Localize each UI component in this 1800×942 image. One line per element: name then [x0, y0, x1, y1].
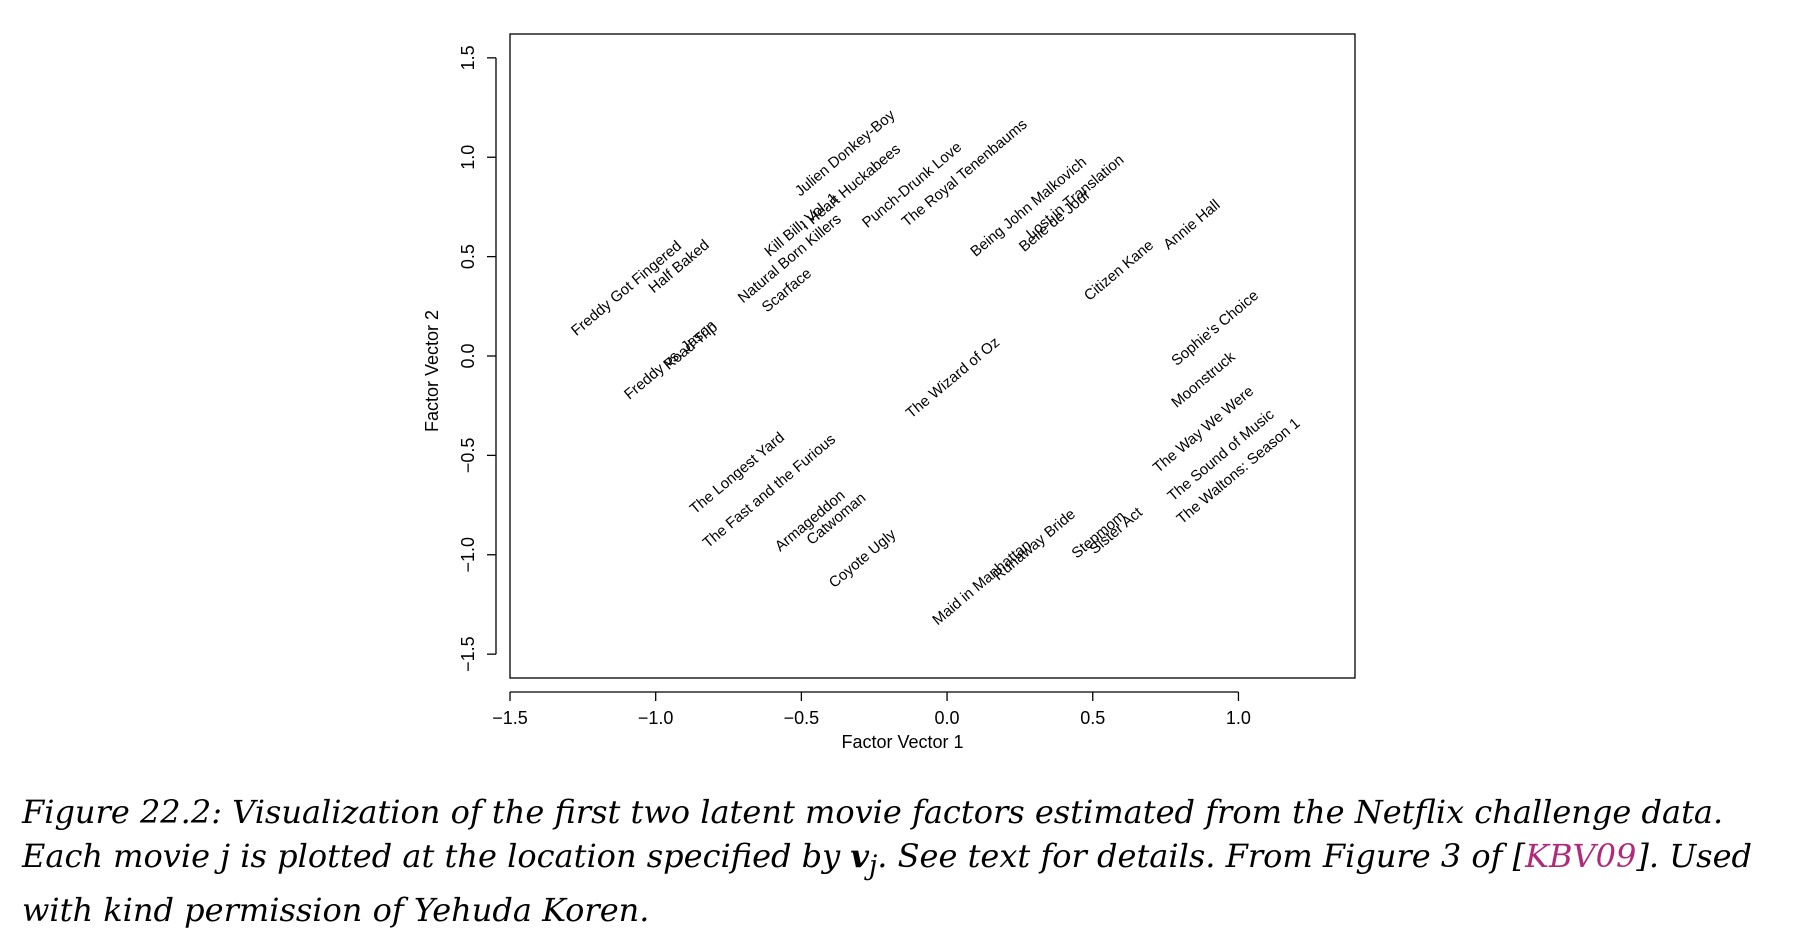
x-tick-label: −1.0	[638, 708, 674, 728]
movie-label: Road Trip	[660, 319, 721, 374]
caption-text-middle: . See text for details. From Figure 3 of…	[877, 837, 1526, 875]
x-tick-label: −1.5	[492, 708, 528, 728]
y-tick-label: 0.0	[458, 343, 478, 368]
movie-label: Runaway Bride	[990, 506, 1079, 584]
x-tick-label: 0.5	[1080, 708, 1105, 728]
movie-label: Freddy Got Fingered	[568, 237, 685, 339]
x-tick-label: 0.0	[935, 708, 960, 728]
y-tick-label: 0.5	[458, 244, 478, 269]
movie-label: Annie Hall	[1160, 196, 1223, 253]
y-axis: −1.5 −1.0 −0.5 0.0 0.5 1.0 1.5	[458, 45, 497, 672]
movie-label: Sophie's Choice	[1168, 287, 1262, 369]
citation-link[interactable]: KBV09	[1525, 837, 1637, 875]
figure-caption: Figure 22.2: Visualization of the first …	[22, 790, 1782, 932]
movie-label: Citizen Kane	[1081, 237, 1157, 305]
y-tick-label: −1.0	[458, 537, 478, 573]
x-axis: −1.5 −1.0 −0.5 0.0 0.5 1.0	[492, 691, 1251, 728]
caption-text: Figure 22.2: Visualization of the first …	[22, 793, 1724, 875]
caption-math-subscript: j	[868, 850, 878, 882]
caption-math-vector: v	[850, 837, 869, 875]
x-tick-label: −0.5	[784, 708, 820, 728]
movie-label: The Longest Yard	[687, 429, 788, 518]
y-tick-label: 1.0	[458, 145, 478, 170]
movie-label: Coyote Ugly	[826, 526, 900, 592]
plot-frame	[509, 33, 1356, 679]
y-axis-label: Factor Vector 2	[422, 310, 442, 432]
y-tick-label: 1.5	[458, 45, 478, 70]
movie-label: The Wizard of Oz	[903, 334, 1003, 422]
x-tick-label: 1.0	[1226, 708, 1251, 728]
y-tick-label: −0.5	[458, 438, 478, 474]
scatter-chart: −1.5 −1.0 −0.5 0.0 0.5 1.0 −1.5 −1.0 −0.5 0.0 0.5…	[422, 33, 1356, 752]
caption-text-suffix: ]. Used with kind permission of Yehuda K…	[22, 837, 1753, 930]
y-tick-label: −1.5	[458, 636, 478, 672]
x-axis-label: Factor Vector 1	[841, 732, 963, 752]
